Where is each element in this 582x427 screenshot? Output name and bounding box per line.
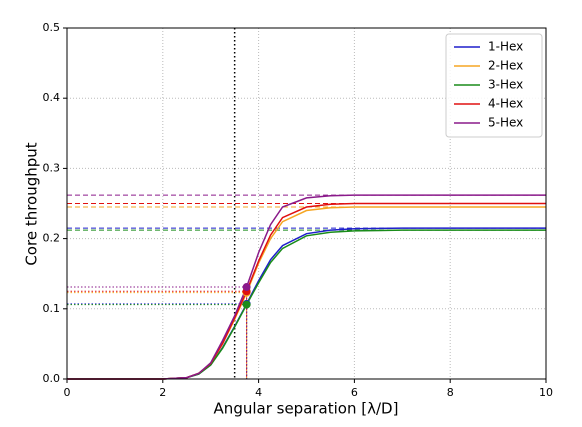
legend-label: 3-Hex: [488, 78, 523, 92]
legend-label: 4-Hex: [488, 97, 523, 111]
x-tick-label: 4: [255, 386, 262, 399]
legend-label: 2-Hex: [488, 59, 523, 73]
x-tick-label: 0: [64, 386, 71, 399]
y-axis-label: Core throughput: [23, 142, 41, 265]
legend-label: 5-Hex: [488, 116, 523, 130]
y-tick-label: 0.5: [43, 21, 61, 34]
half-marker: [242, 300, 251, 309]
plot-frame: [66, 27, 547, 380]
y-tick-label: 0.1: [43, 302, 61, 315]
y-tick-label: 0.2: [43, 232, 61, 245]
series-line: [67, 229, 546, 380]
y-tick-label: 0.0: [43, 372, 61, 385]
x-tick-label: 8: [447, 386, 454, 399]
legend-label: 1-Hex: [488, 40, 523, 54]
legend-box: [445, 33, 543, 138]
half-marker: [242, 283, 251, 292]
x-tick-label: 10: [539, 386, 553, 399]
series-line: [67, 206, 546, 380]
y-tick-label: 0.4: [43, 91, 61, 104]
x-tick-label: 2: [159, 386, 166, 399]
y-tick-label: 0.3: [43, 161, 61, 174]
series-line: [67, 227, 546, 380]
x-tick-label: 6: [351, 386, 358, 399]
x-axis-label: Angular separation [λ/D]: [214, 400, 399, 418]
series-line: [67, 194, 546, 380]
